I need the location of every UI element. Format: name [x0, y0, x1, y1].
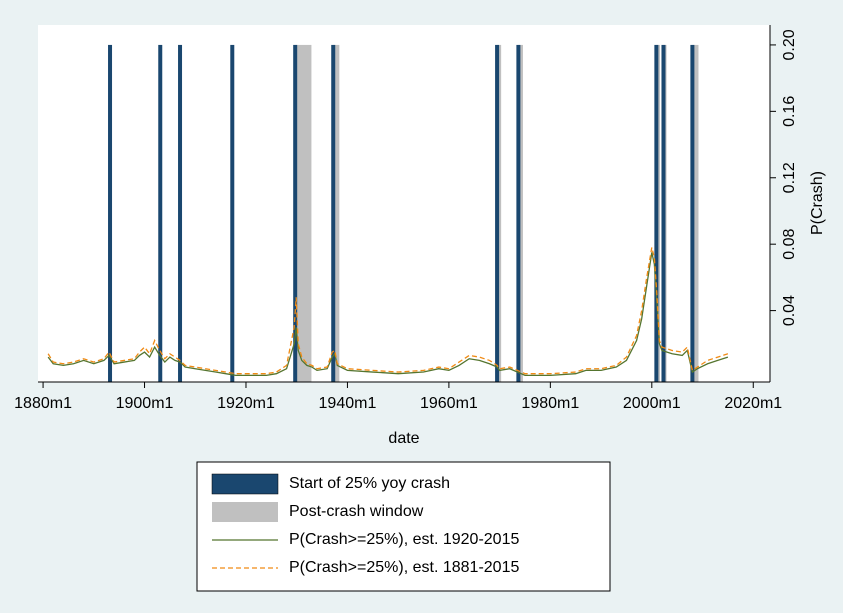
y-tick-label: 0.12 — [781, 162, 798, 193]
crash-bar — [230, 44, 235, 382]
crash-bar — [654, 44, 659, 382]
crash-bar — [108, 44, 113, 382]
plot-area — [38, 25, 770, 382]
y-axis-label: P(Crash) — [809, 171, 826, 235]
legend-swatch — [212, 502, 278, 522]
crash-bar — [178, 44, 183, 382]
x-tick-label: 1900m1 — [116, 395, 174, 412]
y-tick-label: 0.04 — [781, 295, 798, 326]
x-tick-label: 2020m1 — [724, 395, 782, 412]
legend-label: P(Crash>=25%), est. 1881-2015 — [289, 559, 519, 576]
post-crash-window — [497, 44, 502, 382]
post-crash-window — [295, 44, 312, 382]
post-crash-window — [333, 44, 340, 382]
y-tick-label: 0.20 — [781, 29, 798, 60]
crash-bar — [516, 44, 521, 382]
post-crash-window — [518, 44, 523, 382]
marks — [47, 44, 729, 382]
post-crash-window — [692, 44, 699, 382]
crash-bar — [331, 44, 336, 382]
legend-label: P(Crash>=25%), est. 1920-2015 — [289, 531, 519, 548]
x-tick-label: 2000m1 — [623, 395, 681, 412]
crash-bar — [495, 44, 500, 382]
crash-bar — [690, 44, 695, 382]
y-tick-label: 0.16 — [781, 96, 798, 127]
legend-swatch — [211, 473, 279, 495]
crash-bar — [661, 44, 666, 382]
x-tick-label: 1980m1 — [521, 395, 579, 412]
probability-line — [47, 247, 729, 375]
legend-label: Post-crash window — [289, 503, 424, 520]
legend-label: Start of 25% yoy crash — [289, 475, 450, 492]
x-axis-label: date — [388, 430, 419, 447]
x-tick-label: 1920m1 — [217, 395, 275, 412]
legend-entries: Start of 25% yoy crash Post-crash window P… — [211, 473, 519, 576]
x-tick-label: 1940m1 — [319, 395, 377, 412]
crash-bar — [158, 44, 163, 382]
crash-bar — [293, 44, 298, 382]
probability-line — [47, 252, 729, 377]
y-tick-label: 0.08 — [781, 229, 798, 260]
x-tick-label: 1960m1 — [420, 395, 478, 412]
x-tick-label: 1880m1 — [14, 395, 72, 412]
